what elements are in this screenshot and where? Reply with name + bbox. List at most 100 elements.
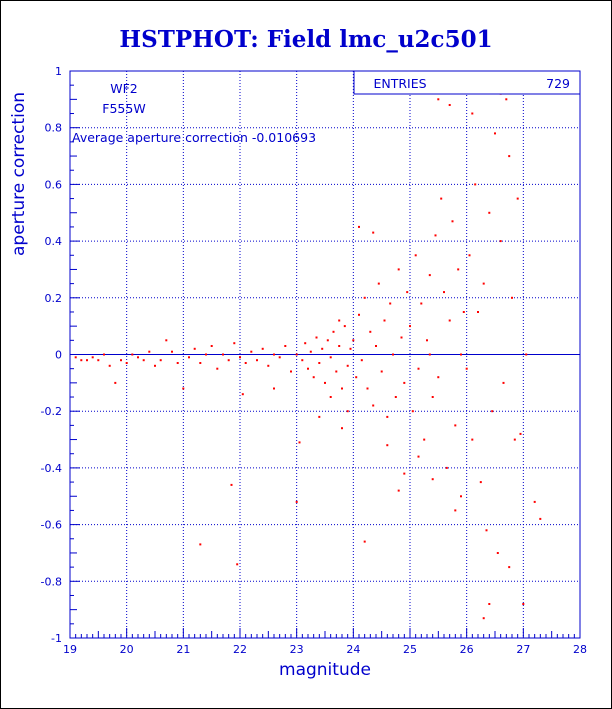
data-point [437,98,440,101]
data-point [468,254,471,257]
data-point [386,444,389,447]
y-tick-label: 0.2 [45,292,63,305]
data-point [533,500,536,503]
data-point [513,438,516,441]
average-correction-note: Average aperture correction -0.010693 [72,130,316,145]
data-point [332,330,335,333]
stats-box: ENTRIES 729 [353,70,581,95]
data-point [519,432,522,435]
data-point [465,367,468,370]
data-point [508,155,511,158]
data-point [352,339,355,342]
data-point [471,438,474,441]
x-tick-label: 26 [460,643,474,656]
x-tick-label: 24 [346,643,360,656]
data-point [496,552,499,554]
data-point [460,353,462,356]
data-point [479,481,482,484]
data-point [241,393,244,396]
data-point [539,517,542,520]
data-point [488,211,491,214]
data-point [256,359,258,362]
data-point [338,345,341,347]
x-tick-label: 25 [403,643,417,656]
data-point [460,495,462,498]
x-tick-label: 27 [516,643,530,656]
data-point [372,231,375,234]
x-tick-label: 23 [290,643,304,656]
x-axis-label: magnitude [279,660,371,680]
data-point [315,336,318,339]
data-point [394,396,397,398]
x-axis-ticks: 19 20 21 22 23 24 25 26 27 28 [63,628,587,656]
data-point [346,410,349,413]
data-point [499,240,502,243]
stats-entries-label: ENTRIES [373,76,426,91]
data-point [440,197,443,200]
data-point [97,359,100,362]
data-point [417,455,420,458]
data-point [377,282,380,285]
data-point [341,387,343,390]
data-point [448,104,451,106]
data-point [176,362,179,364]
data-point [142,359,145,362]
data-point [326,339,329,342]
data-point [349,347,352,350]
data-point [233,342,236,345]
data-point [290,370,292,373]
data-point [482,282,485,285]
x-tick-label: 28 [573,643,587,656]
data-point [363,296,366,299]
data-point [171,350,173,353]
y-tick-label: -0.4 [41,462,62,475]
data-point [312,376,315,379]
data-point [273,387,275,390]
data-point [273,353,275,356]
data-point [443,291,445,294]
data-point [522,603,525,605]
data-point [298,441,301,444]
data-point [295,353,298,356]
y-tick-label: 0.8 [45,122,63,135]
x-tick-label: 21 [176,643,190,656]
data-point [369,330,372,333]
data-point [125,362,128,364]
y-tick-label: -0.6 [41,519,62,532]
y-tick-label: -0.2 [41,405,62,418]
data-point [222,353,224,356]
data-point [261,347,264,350]
data-point [318,415,321,418]
data-point [508,566,511,569]
data-point [239,356,241,359]
data-point [360,359,363,362]
chip-label: WF2 [110,81,138,96]
y-tick-label: 0 [55,349,62,362]
data-point [411,410,414,413]
y-tick-label: 1 [55,65,62,78]
x-tick-label: 22 [233,643,247,656]
data-point [397,489,400,492]
chart-title: HSTPHOT: Field lmc_u2c501 [119,26,492,53]
data-point [188,356,190,359]
data-point [86,359,88,362]
data-point [338,319,341,322]
data-point [335,370,338,373]
data-point [380,370,383,373]
data-point [250,350,253,353]
data-point [454,509,457,512]
data-point [516,197,519,200]
data-point [477,311,479,313]
data-point [406,291,409,294]
data-point [375,345,377,347]
data-point [386,415,389,418]
y-tick-label: 0.6 [45,178,63,191]
data-point [165,339,168,342]
data-point [437,376,440,379]
y-axis-label: aperture correction [9,92,29,256]
data-point [120,359,122,362]
data-point [131,353,134,356]
data-point [485,529,488,532]
data-point [448,319,451,322]
data-point [525,353,528,356]
